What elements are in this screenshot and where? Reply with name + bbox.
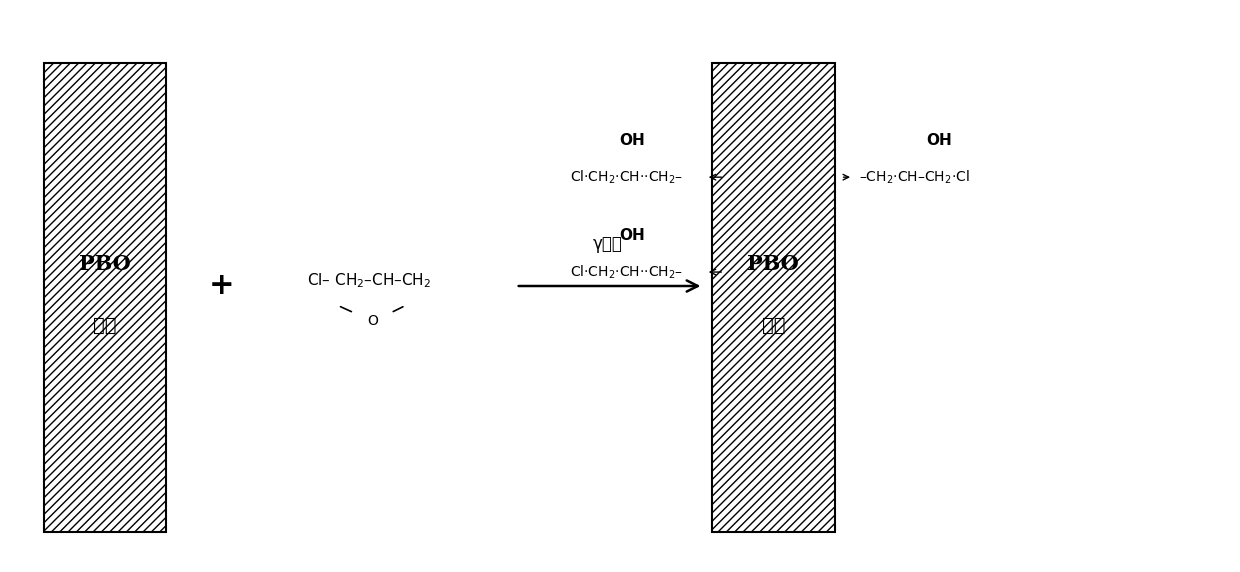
Text: +: + (208, 272, 234, 300)
Text: OH: OH (620, 228, 645, 243)
Text: PBO: PBO (79, 253, 131, 273)
Text: Cl·CH$_2$·CH··CH$_2$–: Cl·CH$_2$·CH··CH$_2$– (569, 263, 683, 281)
Text: PBO: PBO (748, 253, 799, 273)
Text: Cl– CH$_2$–CH–CH$_2$: Cl– CH$_2$–CH–CH$_2$ (306, 271, 430, 290)
Bar (712, 63, 835, 531)
Text: OH: OH (620, 133, 645, 148)
Text: –CH$_2$·CH–CH$_2$·Cl: –CH$_2$·CH–CH$_2$·Cl (859, 169, 970, 186)
Text: Cl·CH$_2$·CH··CH$_2$–: Cl·CH$_2$·CH··CH$_2$– (569, 169, 683, 186)
Bar (43, 63, 166, 531)
Text: 纤维: 纤维 (761, 316, 785, 335)
Text: 纤维: 纤维 (93, 316, 117, 335)
Text: OH: OH (926, 133, 951, 148)
Text: γ射线: γ射线 (593, 235, 622, 252)
Text: O: O (367, 313, 378, 328)
